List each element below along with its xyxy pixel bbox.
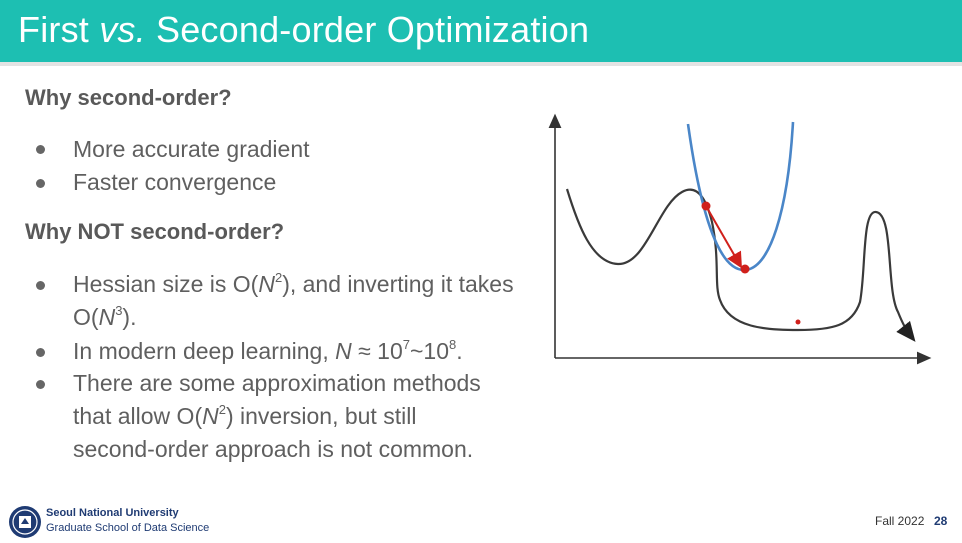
current-point: [701, 201, 711, 211]
bullet-dot: [36, 380, 45, 389]
bullet-accurate-gradient: More accurate gradient: [73, 136, 310, 162]
bullet-approximation-line1: There are some approximation methods: [73, 370, 481, 396]
snu-logo-icon: [9, 506, 41, 538]
page-number: 28: [934, 514, 948, 528]
loss-curve: [565, 188, 916, 342]
school-name: Graduate School of Data Science: [46, 522, 210, 534]
bullet-approximation-line2: that allow O(N2) inversion, but still: [73, 402, 417, 429]
bullet-dot: [36, 281, 45, 290]
global-minimum-point: [795, 319, 801, 325]
slide-title: First vs. Second-order Optimization: [18, 9, 590, 50]
footer-term: Fall 2022: [875, 514, 925, 528]
bullet-approximation-line3: second-order approach is not common.: [73, 436, 474, 462]
title-bar: First vs. Second-order Optimization: [0, 0, 962, 66]
bullet-hessian-size-line1: Hessian size is O(N2), and inverting it …: [73, 270, 514, 297]
bullet-modern-dl: In modern deep learning, N ≈ 107~108.: [73, 337, 463, 364]
section-heading-why: Why second-order?: [25, 85, 232, 110]
bullet-dot: [36, 348, 45, 357]
bullet-dot: [36, 179, 45, 188]
newton-step-arrow: [705, 205, 742, 269]
bullet-hessian-size-line2: O(N3).: [73, 303, 137, 330]
quadratic-approximation: [686, 121, 795, 272]
university-name: Seoul National University: [46, 507, 179, 519]
optimization-diagram: [548, 113, 932, 365]
bullet-faster-convergence: Faster convergence: [73, 169, 277, 195]
next-point: [740, 264, 750, 274]
section-heading-why-not: Why NOT second-order?: [25, 219, 285, 244]
bullet-dot: [36, 145, 45, 154]
